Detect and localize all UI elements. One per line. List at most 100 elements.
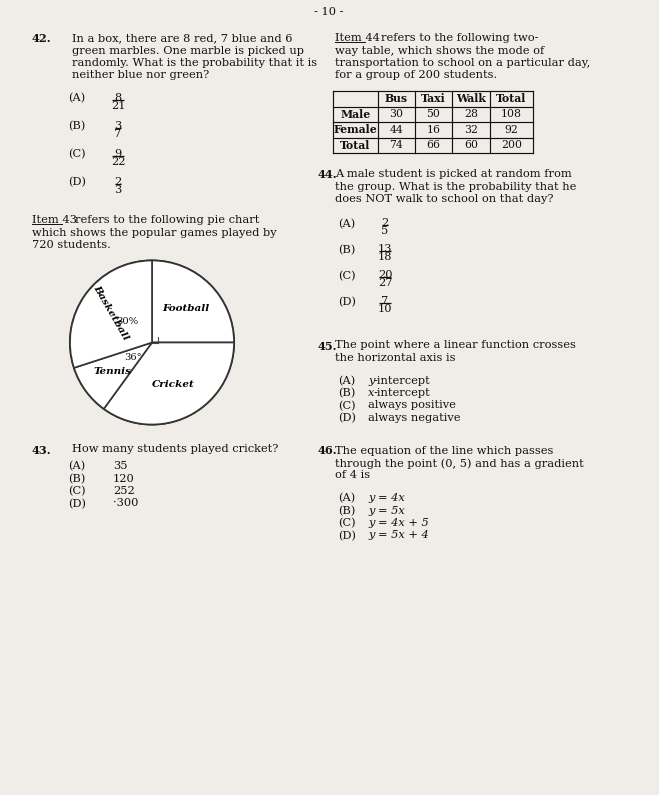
Text: Bus: Bus bbox=[385, 93, 408, 104]
Text: (A): (A) bbox=[68, 93, 85, 103]
Text: 44.: 44. bbox=[318, 169, 337, 180]
Text: 3: 3 bbox=[115, 121, 122, 131]
Text: 74: 74 bbox=[389, 140, 403, 150]
Text: (C): (C) bbox=[338, 518, 356, 529]
Text: through the point (0, 5) and has a gradient: through the point (0, 5) and has a gradi… bbox=[335, 458, 584, 468]
Text: (D): (D) bbox=[338, 413, 356, 423]
Text: (A): (A) bbox=[338, 375, 355, 386]
Text: Football: Football bbox=[162, 304, 210, 313]
Text: Basketball: Basketball bbox=[92, 284, 130, 342]
Text: (C): (C) bbox=[68, 149, 86, 159]
Text: 42.: 42. bbox=[32, 33, 51, 44]
Text: 44: 44 bbox=[389, 125, 403, 134]
Text: 30%: 30% bbox=[116, 317, 138, 326]
Text: 30: 30 bbox=[389, 109, 403, 119]
Text: transportation to school on a particular day,: transportation to school on a particular… bbox=[335, 58, 590, 68]
Text: always negative: always negative bbox=[368, 413, 461, 423]
Wedge shape bbox=[152, 261, 234, 343]
Text: (B): (B) bbox=[338, 506, 355, 516]
Text: (A): (A) bbox=[68, 461, 85, 471]
Text: 32: 32 bbox=[464, 125, 478, 134]
Text: 2: 2 bbox=[382, 219, 389, 228]
Text: 43.: 43. bbox=[32, 444, 51, 456]
Text: 66: 66 bbox=[426, 140, 440, 150]
Text: The equation of the line which passes: The equation of the line which passes bbox=[335, 445, 554, 456]
Text: (C): (C) bbox=[338, 401, 356, 411]
Text: 20: 20 bbox=[378, 270, 392, 281]
Text: (B): (B) bbox=[338, 388, 355, 398]
Text: neither blue nor green?: neither blue nor green? bbox=[72, 71, 210, 80]
Text: does NOT walk to school on that day?: does NOT walk to school on that day? bbox=[335, 194, 554, 204]
Text: 5: 5 bbox=[382, 227, 389, 236]
Text: the group. What is the probability that he: the group. What is the probability that … bbox=[335, 181, 577, 192]
Text: y = 4x + 5: y = 4x + 5 bbox=[368, 518, 429, 528]
Text: - 10 -: - 10 - bbox=[314, 7, 344, 17]
Text: A male student is picked at random from: A male student is picked at random from bbox=[335, 169, 572, 179]
Text: refers to the following pie chart: refers to the following pie chart bbox=[75, 215, 260, 225]
Text: (D): (D) bbox=[68, 498, 86, 509]
Text: (D): (D) bbox=[338, 530, 356, 541]
Text: y: y bbox=[368, 375, 374, 386]
Text: The point where a linear function crosses: The point where a linear function crosse… bbox=[335, 340, 576, 351]
Text: (C): (C) bbox=[68, 486, 86, 496]
Text: (B): (B) bbox=[68, 121, 86, 131]
Text: Female: Female bbox=[333, 124, 378, 135]
Text: 50: 50 bbox=[426, 109, 440, 119]
Text: way table, which shows the mode of: way table, which shows the mode of bbox=[335, 45, 544, 56]
Text: 27: 27 bbox=[378, 278, 392, 289]
Text: Total: Total bbox=[496, 93, 527, 104]
Text: Total: Total bbox=[340, 140, 370, 151]
Text: Item 44: Item 44 bbox=[335, 33, 380, 43]
Text: 3: 3 bbox=[115, 185, 122, 195]
Text: -intercept: -intercept bbox=[374, 388, 431, 398]
Text: (A): (A) bbox=[338, 219, 355, 229]
Text: Walk: Walk bbox=[456, 93, 486, 104]
Text: 120: 120 bbox=[113, 474, 134, 483]
Text: 60: 60 bbox=[464, 140, 478, 150]
Text: 10: 10 bbox=[378, 304, 392, 315]
Text: 8: 8 bbox=[115, 93, 122, 103]
Text: How many students played cricket?: How many students played cricket? bbox=[72, 444, 278, 455]
Text: randomly. What is the probability that it is: randomly. What is the probability that i… bbox=[72, 58, 317, 68]
Text: 9: 9 bbox=[115, 149, 122, 159]
Wedge shape bbox=[104, 343, 234, 425]
Text: Item 43: Item 43 bbox=[32, 215, 77, 225]
Text: 7: 7 bbox=[115, 129, 122, 139]
Text: y = 5x: y = 5x bbox=[368, 506, 405, 515]
Text: In a box, there are 8 red, 7 blue and 6: In a box, there are 8 red, 7 blue and 6 bbox=[72, 33, 293, 43]
Wedge shape bbox=[74, 343, 152, 409]
Text: -intercept: -intercept bbox=[374, 375, 431, 386]
Text: 28: 28 bbox=[464, 109, 478, 119]
Circle shape bbox=[70, 261, 234, 425]
Text: 35: 35 bbox=[113, 461, 127, 471]
Text: 7: 7 bbox=[382, 297, 389, 307]
Text: 108: 108 bbox=[501, 109, 522, 119]
Text: Tennis: Tennis bbox=[93, 367, 131, 376]
Text: 45.: 45. bbox=[318, 340, 337, 351]
Text: (B): (B) bbox=[68, 474, 86, 484]
Text: 18: 18 bbox=[378, 253, 392, 262]
Text: 16: 16 bbox=[426, 125, 440, 134]
Text: x: x bbox=[368, 388, 374, 398]
Text: green marbles. One marble is picked up: green marbles. One marble is picked up bbox=[72, 45, 304, 56]
Text: 200: 200 bbox=[501, 140, 522, 150]
Wedge shape bbox=[70, 261, 152, 368]
Text: Taxi: Taxi bbox=[421, 93, 446, 104]
Text: 46.: 46. bbox=[318, 445, 337, 456]
Text: (D): (D) bbox=[338, 297, 356, 307]
Text: (A): (A) bbox=[338, 493, 355, 503]
Text: refers to the following two-: refers to the following two- bbox=[381, 33, 538, 43]
Text: of 4 is: of 4 is bbox=[335, 471, 370, 480]
Text: Male: Male bbox=[341, 109, 370, 120]
Text: 36°: 36° bbox=[124, 353, 142, 362]
Text: always positive: always positive bbox=[368, 401, 456, 410]
Text: 92: 92 bbox=[505, 125, 519, 134]
Text: 720 students.: 720 students. bbox=[32, 240, 111, 250]
Text: which shows the popular games played by: which shows the popular games played by bbox=[32, 227, 277, 238]
Text: 2: 2 bbox=[115, 177, 122, 187]
Text: (C): (C) bbox=[338, 270, 356, 281]
Text: 252: 252 bbox=[113, 486, 134, 496]
Text: the horizontal axis is: the horizontal axis is bbox=[335, 353, 455, 363]
Text: Cricket: Cricket bbox=[152, 380, 195, 390]
Text: for a group of 200 students.: for a group of 200 students. bbox=[335, 71, 498, 80]
